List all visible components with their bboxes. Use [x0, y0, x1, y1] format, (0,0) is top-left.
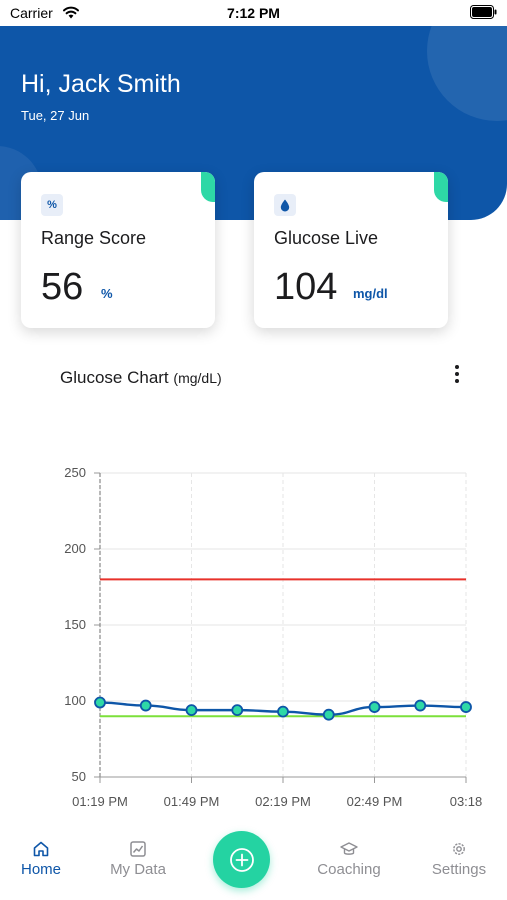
tab-my-data[interactable]: My Data — [98, 820, 178, 900]
battery-icon — [470, 5, 497, 19]
x-tick-label: 03:18 — [450, 794, 483, 809]
decorative-circle — [427, 26, 507, 121]
y-tick-label: 250 — [64, 465, 86, 480]
graduation-cap-icon — [340, 842, 358, 855]
range-score-card[interactable]: % Range Score 56 % — [21, 172, 215, 328]
tab-home-label: Home — [20, 861, 61, 878]
data-point — [277, 705, 289, 718]
glucose-live-unit: mg/dl — [353, 286, 388, 301]
glucose-live-card[interactable]: Glucose Live 104 mg/dl — [254, 172, 448, 328]
plus-circle-icon — [229, 847, 254, 872]
y-tick-label: 50 — [72, 769, 86, 784]
chart-title-unit: (mg/dL) — [173, 370, 222, 386]
tab-coaching-label: Coaching — [317, 861, 381, 878]
card-accent-tab — [434, 172, 448, 202]
x-tick-label: 02:49 PM — [347, 794, 403, 809]
carrier-label: Carrier — [10, 5, 53, 21]
data-point — [322, 708, 335, 721]
greeting-title: Hi, Jack Smith — [21, 70, 181, 98]
data-point — [414, 699, 427, 712]
x-tick-label: 02:19 PM — [255, 794, 311, 809]
chart-title-text: Glucose Chart — [60, 368, 169, 387]
percent-icon: % — [41, 194, 63, 216]
tab-home[interactable]: Home — [1, 820, 81, 900]
add-entry-button[interactable] — [213, 831, 270, 888]
home-icon — [33, 841, 49, 857]
wifi-icon — [63, 6, 79, 19]
tab-settings[interactable]: Settings — [419, 820, 499, 900]
more-options-icon[interactable] — [450, 362, 464, 386]
chart-icon — [130, 841, 146, 857]
range-score-value: 56 — [41, 266, 84, 308]
gear-icon — [453, 843, 465, 855]
status-bar: Carrier 7:12 PM — [0, 0, 507, 26]
data-point — [139, 699, 152, 712]
tab-coaching[interactable]: Coaching — [309, 820, 389, 900]
glucose-live-value: 104 — [274, 266, 338, 308]
glucose-chart: 250 200 150 100 50 01:19 PM 01:49 PM 02:19 PM 02… — [64, 465, 483, 809]
data-point — [460, 701, 472, 713]
data-point — [368, 701, 381, 713]
drop-icon — [274, 194, 296, 216]
x-tick-label: 01:49 PM — [164, 794, 220, 809]
y-tick-label: 200 — [64, 541, 86, 556]
data-point — [185, 704, 198, 717]
range-score-unit: % — [101, 286, 113, 301]
clock: 7:12 PM — [227, 5, 280, 21]
chart-title: Glucose Chart (mg/dL) — [60, 368, 222, 388]
glucose-live-label: Glucose Live — [274, 228, 379, 248]
current-date: Tue, 27 Jun — [21, 108, 90, 123]
x-tick-label: 01:19 PM — [72, 794, 128, 809]
tab-my-data-label: My Data — [110, 861, 166, 878]
data-point — [231, 704, 244, 717]
tab-settings-label: Settings — [431, 861, 487, 878]
card-accent-tab — [201, 172, 215, 202]
range-score-label: Range Score — [41, 228, 147, 248]
y-tick-label: 100 — [64, 693, 86, 708]
y-tick-label: 150 — [64, 617, 86, 632]
data-point — [94, 696, 106, 709]
tab-bar: Home My Data Coaching Settings — [0, 820, 507, 900]
